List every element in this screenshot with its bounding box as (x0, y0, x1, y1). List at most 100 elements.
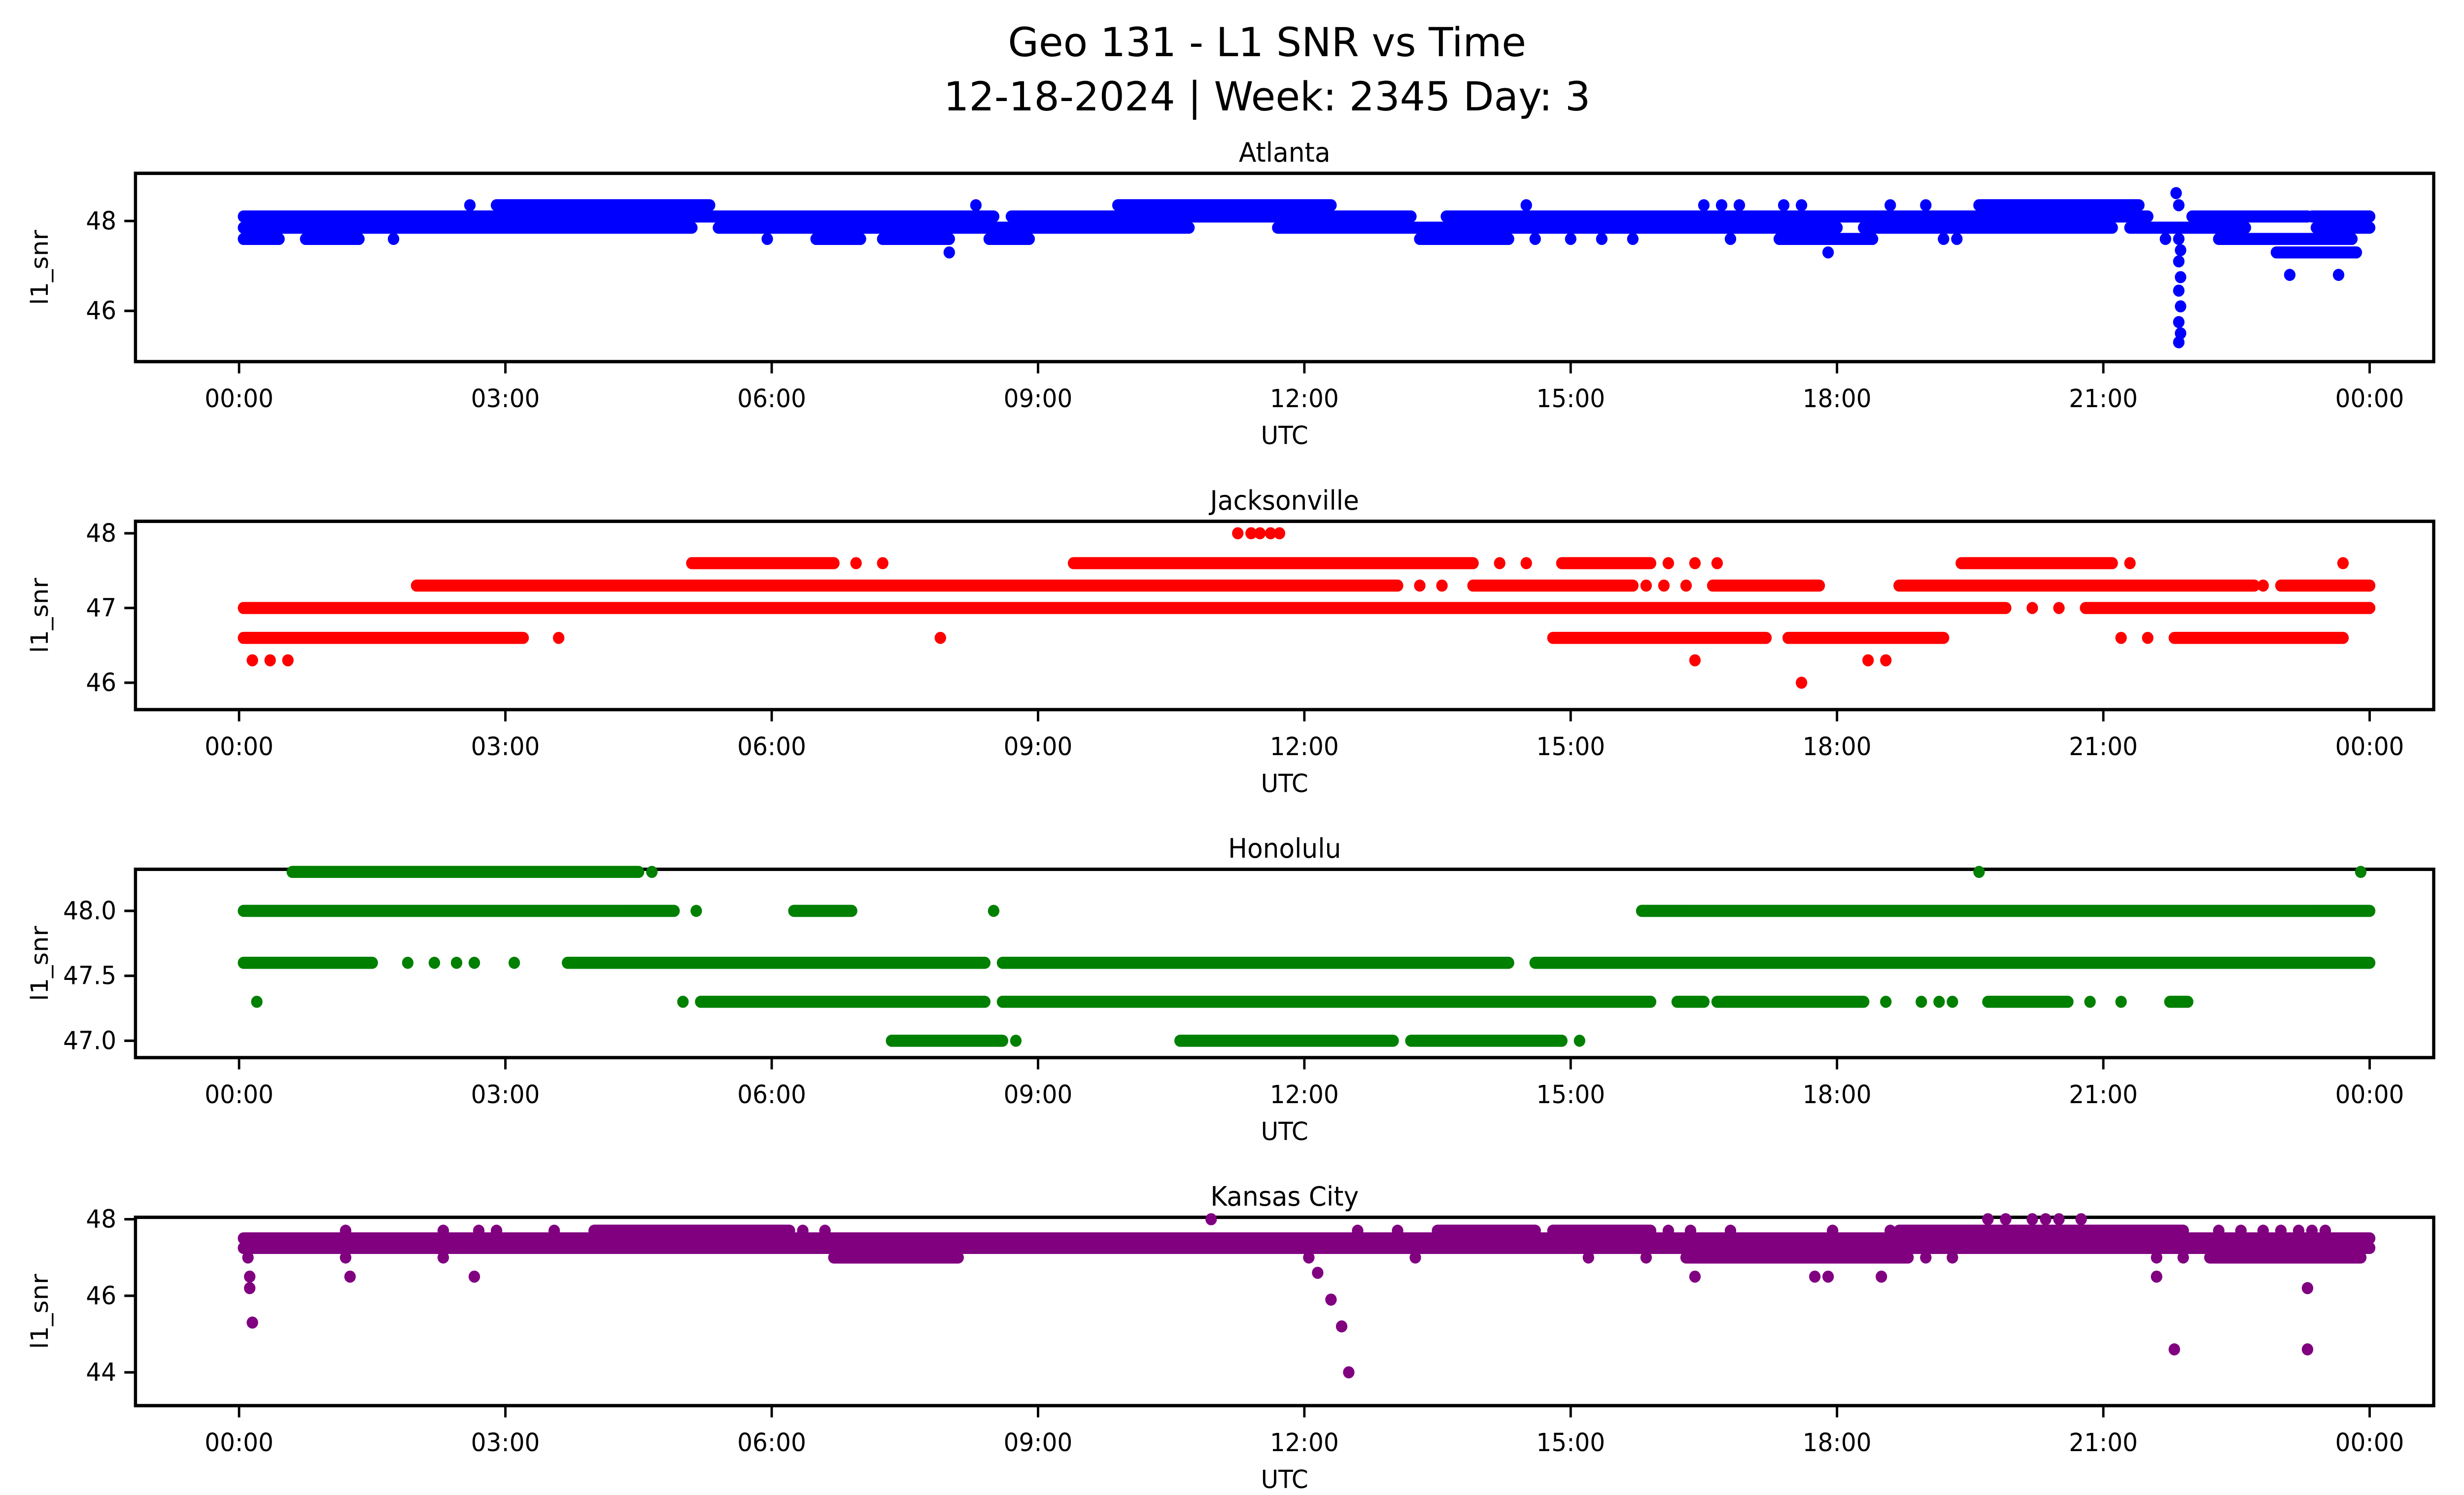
x-tick-label: 21:00 (2069, 732, 2138, 762)
scatter-dot (2151, 1271, 2162, 1283)
scatter-dot (1933, 996, 1945, 1008)
scatter-dot (1565, 233, 1576, 245)
x-tick-label: 00:00 (2335, 1080, 2404, 1110)
scatter-dot (2084, 996, 2096, 1008)
subplot-honolulu: Honolulu 47.0 47.5 48.0 00:00 03:00 06:00 09:00… (26, 834, 2435, 1146)
scatter-dot (2115, 996, 2127, 1008)
scatter-dot (1529, 233, 1541, 245)
x-tick-label: 09:00 (1004, 732, 1073, 762)
scatter-dot (1822, 246, 1834, 259)
scatter-dot (1920, 1252, 1932, 1264)
scatter-dot (1795, 676, 1808, 689)
scatter-dot (1520, 557, 1532, 569)
x-tick-label: 12:00 (1270, 1428, 1339, 1458)
scatter-dot (1724, 233, 1737, 245)
scatter-dot (970, 199, 982, 211)
scatter-dot (677, 996, 689, 1008)
scatter-dot (1265, 527, 1277, 540)
scatter-dot (508, 957, 520, 969)
scatter-dot (1640, 1252, 1652, 1264)
scatter-dot (2332, 269, 2345, 281)
scatter-dot (1862, 654, 1874, 666)
x-tick-label: 03:00 (471, 732, 540, 762)
scatter-dot (1689, 557, 1701, 569)
x-tick-label: 21:00 (2069, 1428, 2138, 1458)
scatter-dot (437, 1252, 449, 1264)
scatter-dot (2124, 557, 2136, 569)
scatter-dot (1520, 199, 1532, 211)
y-axis-label: l1_snr (26, 1274, 53, 1349)
y-tick-label: 48 (86, 206, 116, 236)
scatter-dot (2151, 1252, 2162, 1264)
y-tick-label: 47.5 (63, 961, 116, 991)
scatter-dot (2175, 327, 2187, 340)
scatter-dot (1795, 199, 1808, 211)
scatter-dot (1689, 1271, 1701, 1283)
scatter-dot (1809, 1271, 1821, 1283)
scatter-dot (468, 1271, 480, 1283)
x-tick-label: 09:00 (1004, 1428, 1073, 1458)
scatter-dot (1205, 1213, 1217, 1226)
scatter-dot (2040, 1213, 2052, 1226)
scatter-dot (1596, 233, 1608, 245)
scatter-dot (2301, 1282, 2314, 1295)
x-tick-label: 18:00 (1803, 383, 1872, 413)
scatter-dot (2301, 1343, 2314, 1356)
scatter-dot (2173, 336, 2185, 348)
scatter-dot (1232, 527, 1244, 540)
scatter-dot (264, 654, 276, 666)
scatter-dot (387, 233, 400, 245)
y-tick-label: 46 (86, 1281, 116, 1311)
scatter-dot (1680, 579, 1692, 592)
x-tick-label: 15:00 (1536, 732, 1605, 762)
scatter-dot (2075, 1213, 2087, 1226)
y-tick-label: 47 (86, 593, 116, 623)
scatter-dot (1312, 1267, 1324, 1280)
scatter-dot (988, 904, 999, 917)
scatter-dot (244, 1271, 256, 1283)
axes-frame (134, 520, 2435, 712)
scatter-dot (2159, 233, 2171, 245)
x-tick-label: 12:00 (1270, 383, 1339, 413)
y-tick-label: 44 (86, 1357, 116, 1387)
x-axis-label: UTC (1261, 420, 1308, 450)
y-tick-label: 47.0 (63, 1026, 116, 1055)
scatter-dot (2053, 602, 2065, 614)
scatter-dot (2053, 1213, 2065, 1226)
scatter-dot (1335, 1321, 1348, 1333)
x-tick-label: 00:00 (205, 1080, 274, 1110)
scatter-dot (1711, 557, 1723, 569)
figure-header: Geo 131 - L1 SNR vs Time 12-18-2024 | We… (944, 20, 1590, 120)
scatter-dot (1880, 996, 1892, 1008)
scatter-dot (2026, 602, 2038, 614)
scatter-dot (2173, 199, 2185, 211)
x-tick-label: 00:00 (2335, 732, 2404, 762)
x-tick-label: 00:00 (2335, 1428, 2404, 1458)
scatter-dot (340, 1252, 351, 1264)
scatter-dot (552, 631, 565, 644)
y-tick-label: 46 (86, 668, 116, 697)
x-axis-label: UTC (1261, 769, 1308, 799)
scatter-dot (1436, 579, 1448, 592)
scatter-dot (2284, 269, 2296, 281)
scatter-dot (2173, 284, 2185, 297)
x-tick-label: 00:00 (205, 732, 274, 762)
subplot-title: Honolulu (1228, 834, 1341, 864)
scatter-dot (2115, 631, 2127, 644)
y-tick-label: 48 (86, 1205, 116, 1234)
x-tick-label: 09:00 (1004, 1080, 1073, 1110)
scatter-dot (1947, 996, 1958, 1008)
scatter-dot (877, 557, 889, 569)
scatter-dot (282, 654, 294, 666)
y-axis-label: l1_snr (26, 578, 53, 653)
scatter-dot (2337, 557, 2349, 569)
scatter-dot (1951, 233, 1963, 245)
subplot-kansas-city: Kansas City 44 46 48 00:00 03:00 06:00 09:00 12:… (26, 1182, 2435, 1495)
figure-title-line1: Geo 131 - L1 SNR vs Time (1008, 20, 1526, 66)
scatter-dot (2175, 300, 2187, 313)
x-tick-label: 21:00 (2069, 1080, 2138, 1110)
figure-title-line2: 12-18-2024 | Week: 2345 Day: 3 (944, 74, 1590, 120)
subplot-title: Kansas City (1210, 1182, 1359, 1212)
scatter-dot (1689, 654, 1701, 666)
scatter-dot (761, 233, 773, 245)
